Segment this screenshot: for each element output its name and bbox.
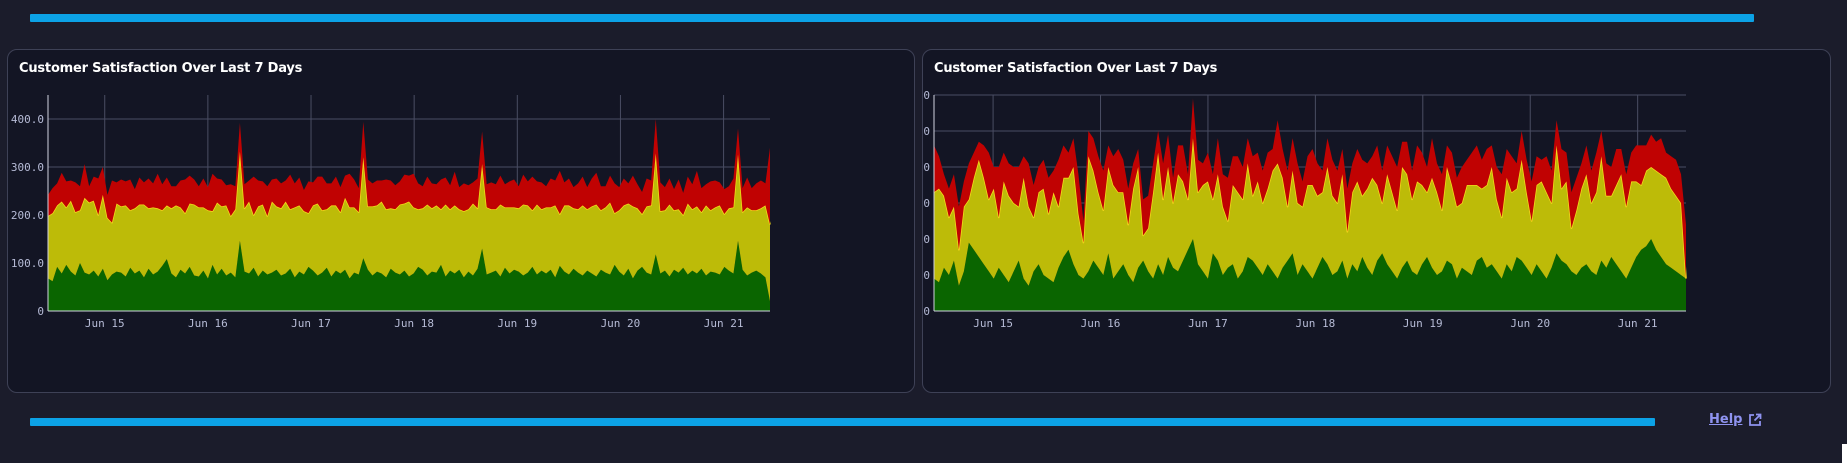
x-tick-label: Jun 15 — [973, 317, 1013, 330]
top-loading-bar — [30, 14, 1754, 22]
x-tick-label: Jun 21 — [1618, 317, 1658, 330]
series-area-unsatisfied — [48, 119, 770, 225]
y-tick-label: 20.0 — [923, 269, 930, 282]
y-tick-label: 300.0 — [11, 161, 44, 174]
corner-marker — [1842, 444, 1847, 463]
y-tick-label: 200.0 — [11, 209, 44, 222]
x-tick-label: Jun 19 — [497, 317, 537, 330]
x-tick-label: Jun 15 — [85, 317, 125, 330]
bottom-loading-bar — [30, 418, 1655, 426]
x-tick-label: Jun 21 — [704, 317, 744, 330]
areas — [47, 119, 771, 311]
x-tick-label: Jun 19 — [1403, 317, 1443, 330]
help-link[interactable]: Help — [1709, 412, 1762, 427]
chart-panel-2: Customer Satisfaction Over Last 7 Days 0… — [922, 49, 1831, 393]
x-tick-label: Jun 16 — [188, 317, 228, 330]
series-area-satisfied — [48, 240, 770, 311]
chart-title: Customer Satisfaction Over Last 7 Days — [934, 61, 1218, 76]
x-tick-label: Jun 17 — [1188, 317, 1228, 330]
series-area-neutral — [934, 138, 1686, 286]
y-tick-label: 100.0 — [923, 125, 930, 138]
y-tick-label: 0 — [923, 305, 930, 318]
external-link-icon — [1749, 413, 1762, 426]
x-tick-label: Jun 17 — [291, 317, 331, 330]
satisfaction-area-chart: 0 100.0 200.0 300.0 400.0 Jun 15 Jun 16 Jun 17 J… — [11, 95, 771, 330]
x-tick-label: Jun 20 — [1510, 317, 1550, 330]
y-tick-label: 400.0 — [11, 113, 44, 126]
y-tick-label: 120.0 — [923, 89, 930, 102]
y-tick-label: 40.0 — [923, 233, 930, 246]
y-tick-label: 100.0 — [11, 257, 44, 270]
y-tick-label: 0 — [37, 305, 44, 318]
series-area-neutral — [48, 151, 770, 302]
x-tick-label: Jun 18 — [394, 317, 434, 330]
chart-title: Customer Satisfaction Over Last 7 Days — [19, 61, 303, 76]
y-tick-label: 80.0 — [923, 161, 930, 174]
x-tick-label: Jun 16 — [1081, 317, 1121, 330]
y-tick-label: 60.0 — [923, 197, 930, 210]
satisfaction-area-chart: 0 20.0 40.0 60.0 80.0 100.0 120.0 Jun 15 Jun 16 J… — [923, 89, 1687, 330]
series-area-unsatisfied — [934, 98, 1686, 279]
help-label: Help — [1709, 412, 1743, 427]
x-tick-label: Jun 18 — [1295, 317, 1335, 330]
chart-panel-1: Customer Satisfaction Over Last 7 Days 0… — [7, 49, 915, 393]
x-tick-label: Jun 20 — [601, 317, 641, 330]
areas — [933, 98, 1687, 311]
